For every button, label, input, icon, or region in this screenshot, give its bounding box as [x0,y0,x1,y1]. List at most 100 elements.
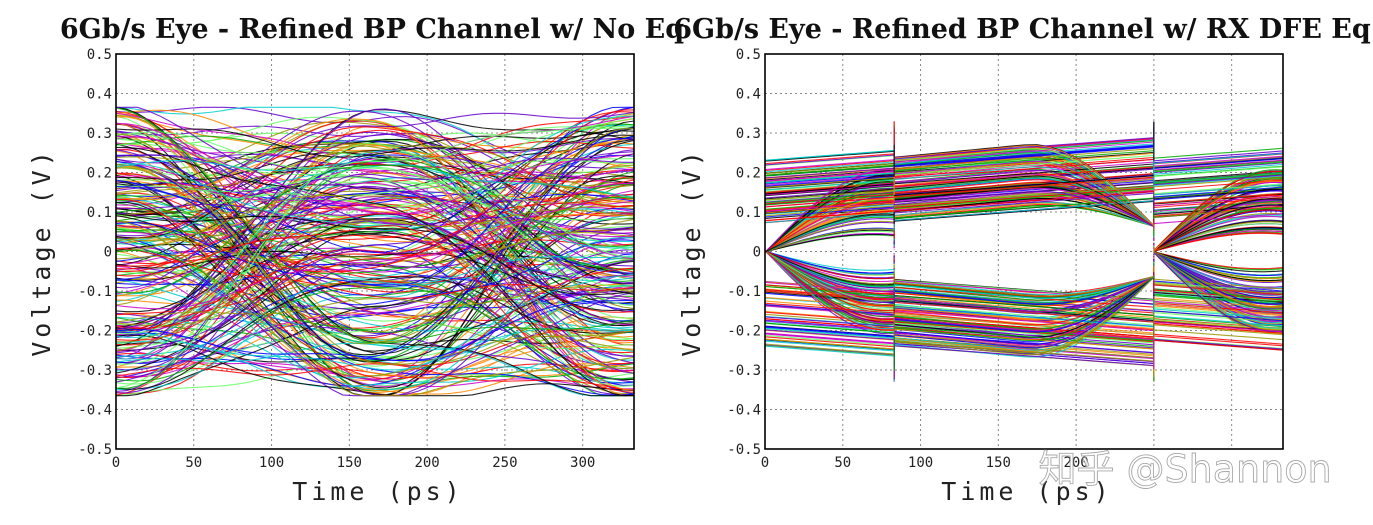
eye-trace [116,117,634,335]
eye-trace [116,194,634,370]
eye-trace [116,224,634,393]
eye-trace [116,146,634,397]
y-tick-label: 0.5 [87,47,112,63]
right-chart-title: 6Gb/s Eye - Refined BP Channel w/ RX DFE… [673,14,1371,45]
right-eye-traces [765,121,1283,382]
eye-trace [765,201,1283,326]
eye-trace [116,205,634,253]
eye-trace [116,215,634,369]
y-tick-label: 0.1 [87,205,112,221]
eye-trace [116,164,634,249]
eye-trace [765,177,1283,329]
eye-trace [116,137,634,233]
x-tick-label: 50 [834,455,851,471]
right-y-tick-labels: 0.5 0.4 0.3 0.2 0.1 0 -0.1 -0.2 -0.3 -0.4 -0.5 [727,47,761,458]
y-tick-label: 0.2 [736,166,761,182]
eye-trace [116,263,634,322]
y-tick-label: 0.3 [736,126,761,142]
eye-trace [116,143,634,389]
eye-trace [765,149,1283,299]
eye-trace [765,175,1283,333]
eye-trace [765,251,1283,334]
right-gridlines [765,54,1283,449]
eye-trace [116,135,634,264]
eye-trace [765,180,1283,275]
eye-trace [765,179,1283,314]
eye-trace [116,125,634,162]
eye-trace [765,141,1283,370]
y-tick-label: -0.3 [727,363,761,379]
eye-trace [116,108,634,359]
y-tick-label: -0.5 [727,442,761,458]
eye-trace [116,159,634,193]
eye-trace [116,142,634,208]
eye-trace [765,186,1283,284]
eye-trace [116,115,634,232]
eye-trace [116,231,634,263]
x-tick-label: 200 [414,455,439,471]
y-tick-label: 0.1 [736,205,761,221]
left-chart-title: 6Gb/s Eye - Refined BP Channel w/ No Eq [60,14,684,45]
eye-trace [116,213,634,312]
y-tick-label: -0.2 [727,324,761,340]
eye-trace [116,182,634,295]
left-y-tick-labels: 0.5 0.4 0.3 0.2 0.1 0 -0.1 -0.2 -0.3 -0.4 -0.5 [78,47,112,458]
eye-trace [116,241,634,371]
eye-trace [765,172,1283,357]
eye-trace [765,190,1283,328]
eye-trace [116,255,634,358]
eye-trace [765,181,1283,332]
y-tick-label: 0 [104,245,112,261]
eye-trace [116,113,634,333]
eye-trace [116,127,634,345]
eye-trace [116,114,634,338]
eye-trace [765,174,1283,371]
y-tick-label: -0.1 [727,284,761,300]
eye-trace [116,196,634,275]
eye-trace [116,193,634,341]
eye-trace [765,276,1283,351]
eye-trace [116,248,634,362]
eye-trace [116,109,634,273]
eye-trace [765,164,1283,321]
eye-trace [765,157,1283,346]
eye-trace [116,286,634,323]
left-chart: 6Gb/s Eye - Refined BP Channel w/ No Eq … [27,14,684,506]
y-tick-label: 0.2 [87,166,112,182]
eye-trace [116,149,634,360]
eye-trace [116,131,634,251]
eye-trace [765,171,1283,371]
eye-trace [765,157,1283,347]
eye-trace [116,128,634,158]
right-plot-frame [764,53,1284,450]
y-tick-label: -0.2 [78,324,112,340]
eye-trace [116,286,634,382]
y-tick-label: -0.3 [78,363,112,379]
eye-trace [116,164,634,294]
eye-trace [116,167,634,365]
eye-trace [116,179,634,329]
y-tick-label: 0.5 [736,47,761,63]
eye-trace [116,133,634,365]
eye-trace [765,157,1283,367]
eye-trace [116,220,634,397]
eye-trace [116,133,634,289]
eye-trace [116,106,634,230]
eye-trace [116,299,634,362]
y-tick-label: 0 [753,245,761,261]
eye-trace [765,123,1283,346]
eye-trace [116,143,634,397]
x-tick-label: 150 [986,455,1011,471]
eye-trace [765,159,1283,339]
y-tick-label: -0.4 [78,403,112,419]
eye-trace [116,209,634,352]
right-x-axis-label: Time (ps) [941,477,1112,506]
eye-trace [765,121,1283,253]
y-tick-label: 0.4 [736,87,761,103]
eye-trace [116,158,634,389]
y-tick-label: -0.5 [78,442,112,458]
right-y-axis-label: Voltage (V) [677,147,706,357]
eye-trace [116,186,634,357]
y-tick-label: 0.4 [87,87,112,103]
x-tick-label: 0 [761,455,769,471]
